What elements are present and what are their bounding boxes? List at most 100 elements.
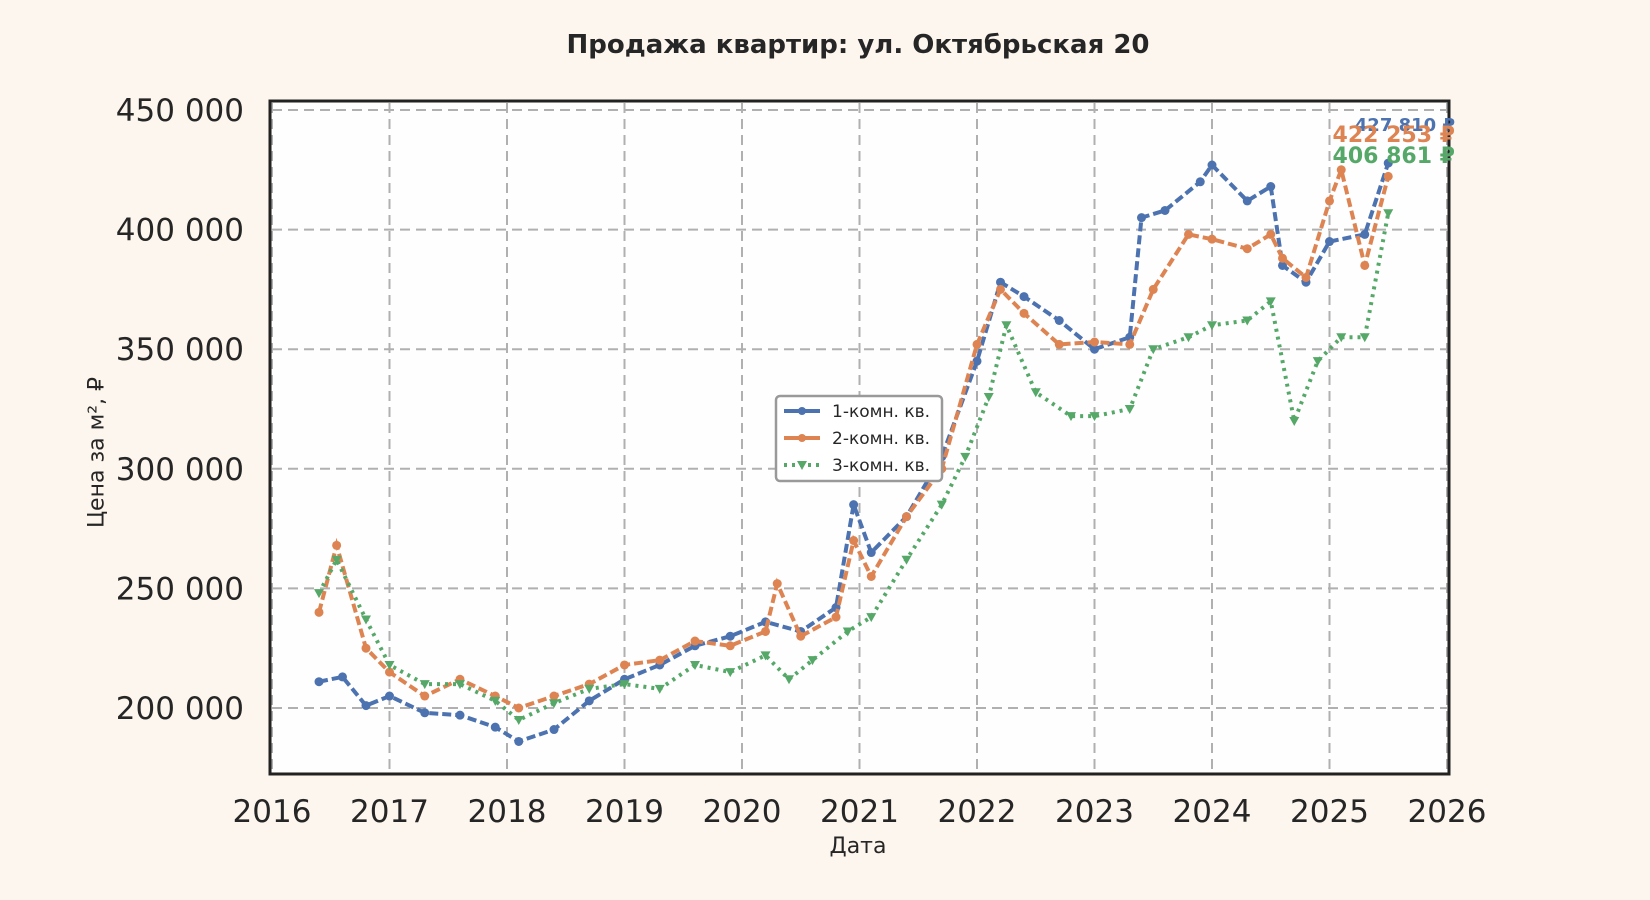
data-marker	[760, 651, 771, 661]
legend-label: 1-комн. кв.	[832, 402, 930, 422]
data-marker	[314, 607, 324, 617]
data-marker	[983, 393, 994, 403]
data-marker	[972, 339, 982, 349]
data-marker	[1089, 412, 1100, 422]
x-tick-label: 2025	[1290, 794, 1369, 830]
legend-box	[774, 394, 944, 483]
legend-marker	[798, 434, 806, 442]
data-marker	[1336, 333, 1347, 343]
x-tick-label: 2024	[1173, 794, 1252, 830]
data-marker	[455, 680, 465, 690]
x-tick-label: 2020	[703, 794, 782, 830]
data-marker	[1242, 244, 1252, 254]
data-marker	[1325, 237, 1334, 247]
y-tick-label: 300 000	[116, 452, 244, 488]
data-marker	[784, 675, 794, 685]
y-tick-label: 450 000	[116, 93, 244, 129]
data-marker	[849, 500, 859, 510]
data-marker	[1054, 315, 1064, 325]
data-marker	[1054, 339, 1064, 349]
data-marker	[1207, 234, 1217, 244]
data-marker	[385, 691, 394, 701]
data-marker	[1289, 416, 1300, 426]
data-marker	[1207, 321, 1217, 331]
data-marker	[1090, 337, 1099, 347]
data-marker	[1242, 316, 1253, 326]
y-tick-label: 200 000	[116, 691, 244, 727]
data-marker	[1160, 205, 1170, 215]
data-marker	[549, 699, 559, 709]
data-marker	[1184, 229, 1193, 239]
x-axis-label: Дата	[829, 834, 887, 859]
data-marker	[1325, 196, 1334, 206]
data-marker	[1030, 388, 1041, 398]
data-marker	[1360, 229, 1370, 239]
data-marker	[1148, 284, 1158, 294]
data-marker	[842, 627, 853, 637]
data-marker	[620, 660, 629, 670]
data-marker	[314, 589, 324, 599]
data-marker	[866, 548, 876, 558]
data-marker	[690, 636, 700, 646]
data-marker	[420, 708, 430, 718]
data-marker	[849, 536, 859, 546]
data-marker	[1019, 308, 1029, 318]
data-marker	[331, 555, 342, 565]
data-marker	[384, 660, 395, 670]
y-tick-label: 350 000	[116, 332, 244, 368]
data-marker	[1278, 260, 1287, 270]
data-marker	[549, 691, 559, 701]
data-marker	[1383, 171, 1393, 181]
data-marker	[796, 631, 806, 641]
data-marker	[960, 452, 971, 462]
data-marker	[655, 655, 665, 665]
data-marker	[419, 680, 430, 690]
data-marker	[1137, 213, 1146, 223]
y-tick-label: 400 000	[116, 213, 244, 249]
data-marker	[1360, 260, 1370, 270]
data-marker	[1242, 196, 1252, 206]
data-marker	[725, 668, 736, 678]
data-marker	[584, 684, 595, 694]
data-marker	[549, 725, 559, 735]
data-marker	[901, 555, 912, 565]
data-marker	[361, 643, 371, 653]
series-line	[317, 212, 1391, 723]
legend-label: 3-комн. кв.	[832, 456, 930, 476]
data-marker	[1207, 160, 1217, 170]
data-marker	[513, 715, 524, 725]
data-marker	[514, 703, 524, 713]
last-value-annotation: 422 253 ₽	[1333, 123, 1455, 148]
data-marker	[1001, 321, 1012, 331]
x-tick-label: 2022	[938, 794, 1017, 830]
plot-frame	[268, 99, 1451, 776]
data-marker	[1148, 345, 1159, 355]
data-marker	[455, 710, 465, 720]
data-marker	[1266, 182, 1276, 192]
x-tick-label: 2021	[820, 794, 899, 830]
data-marker	[1019, 292, 1029, 302]
chart-title: Продажа квартир: ул. Октябрьская 20	[566, 30, 1150, 60]
data-marker	[332, 540, 342, 550]
data-marker	[725, 631, 735, 641]
x-tick-label: 2018	[468, 794, 547, 830]
x-tick-label: 2016	[233, 794, 312, 830]
data-marker	[490, 722, 500, 732]
data-marker	[866, 571, 876, 581]
x-tick-label: 2017	[350, 794, 429, 830]
x-tick-label: 2023	[1055, 794, 1134, 830]
data-marker	[866, 613, 877, 623]
data-marker	[1301, 272, 1311, 282]
x-tick-label: 2026	[1408, 794, 1487, 830]
data-marker	[772, 579, 782, 589]
data-marker	[1383, 158, 1393, 168]
data-marker	[338, 672, 347, 682]
data-marker	[1124, 405, 1135, 414]
data-marker	[996, 284, 1005, 294]
data-marker	[1195, 177, 1205, 187]
data-marker	[1066, 412, 1076, 422]
data-marker	[1383, 209, 1394, 219]
last-value-annotation: 427 810 ₽	[1355, 115, 1455, 136]
data-marker	[996, 277, 1005, 287]
data-marker	[1266, 229, 1276, 239]
